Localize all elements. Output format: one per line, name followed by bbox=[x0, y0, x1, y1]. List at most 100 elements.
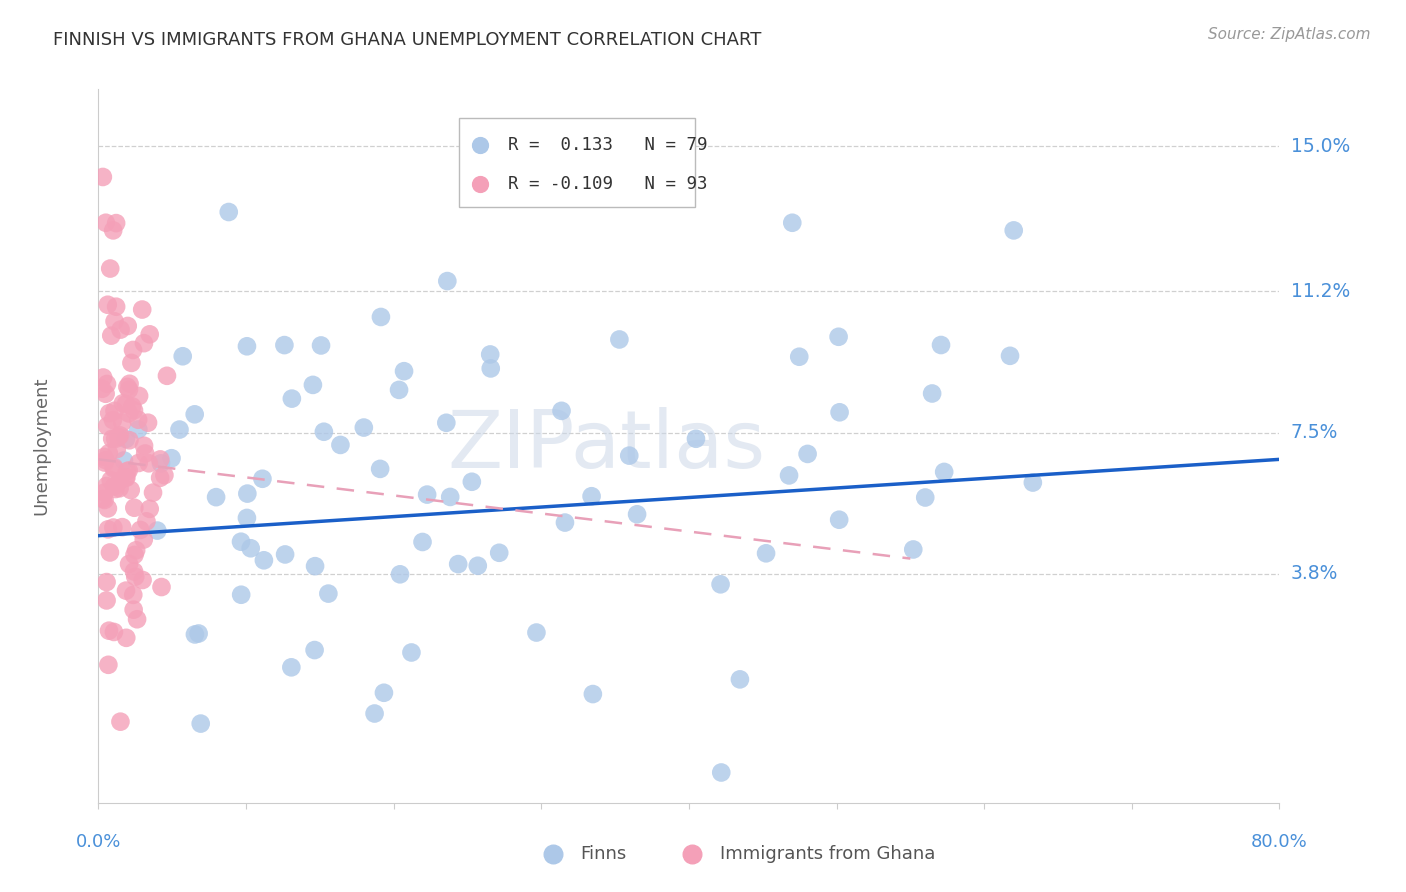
Point bbox=[190, 716, 212, 731]
Point bbox=[239, 541, 262, 556]
Point bbox=[105, 216, 128, 230]
Point bbox=[231, 588, 253, 602]
Point bbox=[103, 404, 125, 418]
Point bbox=[609, 333, 631, 347]
Point bbox=[103, 314, 125, 328]
Point bbox=[401, 645, 423, 659]
Point bbox=[138, 327, 160, 342]
Point bbox=[132, 533, 155, 547]
Point bbox=[104, 432, 127, 446]
Point bbox=[280, 660, 302, 674]
Text: 80.0%: 80.0% bbox=[1251, 833, 1308, 851]
Point bbox=[122, 603, 145, 617]
Point bbox=[138, 502, 160, 516]
Point bbox=[122, 403, 145, 417]
Point bbox=[115, 631, 138, 645]
Point bbox=[373, 686, 395, 700]
Text: Source: ZipAtlas.com: Source: ZipAtlas.com bbox=[1208, 27, 1371, 42]
Point bbox=[169, 423, 191, 437]
Point bbox=[111, 396, 134, 410]
Point bbox=[91, 169, 114, 184]
Point bbox=[138, 456, 160, 470]
Point bbox=[118, 383, 141, 397]
Point bbox=[488, 546, 510, 560]
Point bbox=[124, 548, 146, 562]
Point bbox=[111, 520, 134, 534]
Point bbox=[274, 548, 297, 562]
FancyBboxPatch shape bbox=[458, 118, 695, 207]
Text: 15.0%: 15.0% bbox=[1291, 137, 1350, 156]
Point bbox=[120, 356, 142, 370]
Point bbox=[439, 490, 461, 504]
Point bbox=[142, 485, 165, 500]
Point bbox=[921, 386, 943, 401]
Point bbox=[115, 583, 138, 598]
Point bbox=[124, 570, 146, 584]
Point bbox=[312, 425, 335, 439]
Point bbox=[149, 456, 172, 470]
Text: 0.0%: 0.0% bbox=[76, 833, 121, 851]
Point bbox=[236, 486, 259, 500]
Point bbox=[97, 501, 120, 516]
Point bbox=[117, 318, 139, 333]
Text: R = -0.109   N = 93: R = -0.109 N = 93 bbox=[508, 175, 707, 193]
Point bbox=[787, 350, 810, 364]
Point bbox=[710, 765, 733, 780]
Point bbox=[110, 714, 132, 729]
Point bbox=[778, 468, 800, 483]
Point bbox=[103, 479, 125, 493]
Point bbox=[125, 612, 148, 626]
Point bbox=[115, 471, 138, 485]
Point bbox=[1022, 475, 1045, 490]
Text: Unemployment: Unemployment bbox=[32, 376, 51, 516]
Point bbox=[103, 520, 125, 534]
Point bbox=[619, 449, 641, 463]
Point bbox=[103, 461, 125, 475]
Point bbox=[309, 338, 332, 352]
Point bbox=[187, 626, 209, 640]
Point bbox=[93, 493, 115, 508]
Point bbox=[131, 573, 153, 587]
Point bbox=[184, 627, 207, 641]
Point bbox=[479, 347, 502, 361]
Text: 7.5%: 7.5% bbox=[1291, 423, 1339, 442]
Point bbox=[134, 446, 156, 460]
Point bbox=[108, 474, 131, 488]
Point bbox=[236, 339, 259, 353]
Point bbox=[828, 405, 851, 419]
Point bbox=[353, 420, 375, 434]
Point bbox=[108, 481, 131, 495]
Point bbox=[131, 302, 153, 317]
Point bbox=[127, 422, 149, 436]
Point bbox=[172, 349, 194, 363]
Point bbox=[782, 216, 804, 230]
Point bbox=[103, 223, 125, 237]
Point bbox=[118, 557, 141, 571]
Point bbox=[412, 535, 434, 549]
Point bbox=[914, 491, 936, 505]
Point bbox=[479, 361, 502, 376]
Point bbox=[273, 338, 295, 352]
Point bbox=[103, 460, 125, 475]
Point bbox=[253, 553, 276, 567]
Point bbox=[115, 432, 138, 446]
Text: R =  0.133   N = 79: R = 0.133 N = 79 bbox=[508, 136, 707, 153]
Text: FINNISH VS IMMIGRANTS FROM GHANA UNEMPLOYMENT CORRELATION CHART: FINNISH VS IMMIGRANTS FROM GHANA UNEMPLO… bbox=[53, 31, 762, 49]
Point bbox=[97, 298, 120, 312]
Point bbox=[229, 534, 252, 549]
Point bbox=[149, 471, 172, 485]
Point bbox=[252, 472, 274, 486]
Point bbox=[118, 463, 141, 477]
Text: Immigrants from Ghana: Immigrants from Ghana bbox=[720, 846, 935, 863]
Point bbox=[218, 205, 240, 219]
Point bbox=[388, 383, 411, 397]
Point bbox=[1002, 223, 1025, 237]
Point bbox=[436, 274, 458, 288]
Point bbox=[796, 447, 818, 461]
Point bbox=[370, 310, 392, 324]
Point bbox=[156, 368, 179, 383]
Point bbox=[129, 523, 152, 537]
Point bbox=[135, 514, 157, 528]
Point bbox=[101, 413, 124, 427]
Point bbox=[127, 413, 149, 427]
